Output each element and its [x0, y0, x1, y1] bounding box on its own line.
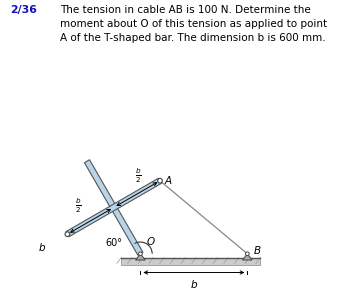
Text: 2/36: 2/36 — [10, 5, 37, 16]
Polygon shape — [85, 160, 143, 255]
Circle shape — [246, 252, 249, 256]
Polygon shape — [121, 257, 260, 265]
Text: $\frac{b}{2}$: $\frac{b}{2}$ — [136, 167, 142, 185]
Text: $b$: $b$ — [38, 241, 46, 253]
Polygon shape — [136, 254, 145, 260]
Circle shape — [65, 232, 70, 236]
Text: 60°: 60° — [105, 238, 122, 248]
Circle shape — [158, 178, 162, 183]
Text: The tension in cable AB is 100 N. Determine the
moment about O of this tension a: The tension in cable AB is 100 N. Determ… — [60, 5, 327, 43]
Polygon shape — [66, 178, 161, 237]
Text: $\frac{b}{2}$: $\frac{b}{2}$ — [75, 197, 82, 215]
Polygon shape — [243, 254, 252, 260]
Text: $O$: $O$ — [146, 235, 156, 247]
Text: $A$: $A$ — [164, 174, 173, 186]
Text: $B$: $B$ — [253, 244, 261, 255]
Circle shape — [139, 252, 142, 256]
Text: $b$: $b$ — [190, 278, 198, 288]
